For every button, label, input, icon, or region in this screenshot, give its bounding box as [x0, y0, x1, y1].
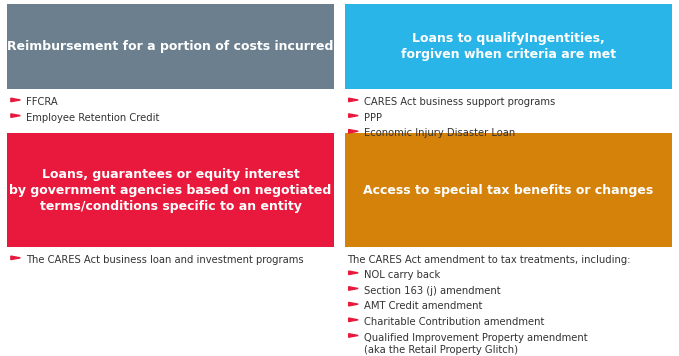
Polygon shape — [349, 302, 359, 306]
FancyBboxPatch shape — [344, 133, 672, 247]
Text: The CARES Act business loan and investment programs: The CARES Act business loan and investme… — [26, 255, 304, 265]
Text: Access to special tax benefits or changes: Access to special tax benefits or change… — [363, 184, 653, 197]
Polygon shape — [11, 98, 20, 102]
Polygon shape — [11, 114, 20, 117]
Text: Loans, guarantees or equity interest
by government agencies based on negotiated
: Loans, guarantees or equity interest by … — [10, 168, 332, 213]
Text: FFCRA: FFCRA — [26, 97, 58, 107]
Polygon shape — [349, 130, 359, 133]
Text: PPP: PPP — [364, 113, 382, 123]
Text: Reimbursement for a portion of costs incurred: Reimbursement for a portion of costs inc… — [7, 40, 334, 53]
Text: Economic Injury Disaster Loan: Economic Injury Disaster Loan — [364, 129, 515, 138]
Polygon shape — [11, 256, 20, 260]
Text: Charitable Contribution amendment: Charitable Contribution amendment — [364, 317, 544, 327]
Polygon shape — [349, 334, 359, 337]
Text: Section 163 (j) amendment: Section 163 (j) amendment — [364, 286, 500, 295]
Polygon shape — [349, 114, 359, 117]
Text: Qualified Improvement Property amendment
(aka the Retail Property Glitch): Qualified Improvement Property amendment… — [364, 333, 587, 355]
Text: CARES Act business support programs: CARES Act business support programs — [364, 97, 555, 107]
Text: Loans to qualifyIngentities,
forgiven when criteria are met: Loans to qualifyIngentities, forgiven wh… — [401, 32, 616, 61]
FancyBboxPatch shape — [7, 4, 334, 89]
Polygon shape — [349, 271, 359, 274]
Text: Employee Retention Credit: Employee Retention Credit — [26, 113, 159, 123]
Polygon shape — [349, 98, 359, 102]
Text: AMT Credit amendment: AMT Credit amendment — [364, 301, 482, 311]
FancyBboxPatch shape — [7, 133, 334, 247]
Polygon shape — [349, 287, 359, 290]
Text: The CARES Act amendment to tax treatments, including:: The CARES Act amendment to tax treatment… — [347, 255, 631, 265]
Text: NOL carry back: NOL carry back — [364, 270, 440, 280]
Polygon shape — [349, 318, 359, 321]
FancyBboxPatch shape — [344, 4, 672, 89]
